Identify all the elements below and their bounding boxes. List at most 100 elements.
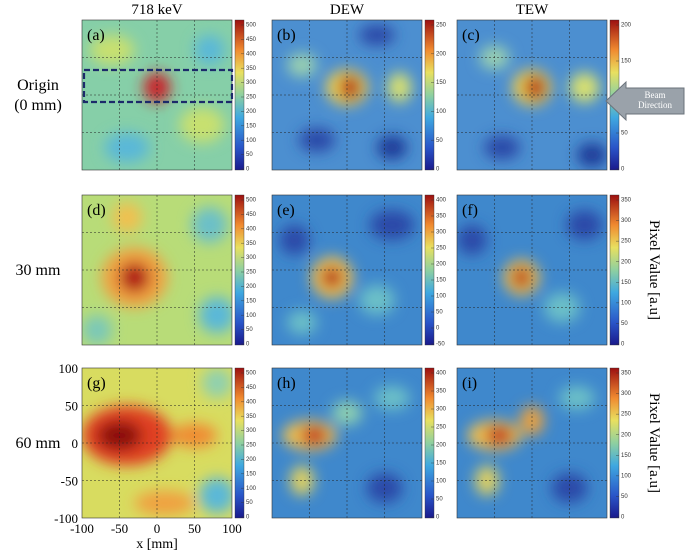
- blob: [457, 225, 487, 255]
- colorbar: [234, 367, 245, 519]
- panel: (f) 0 50 100 150 200 250 300 350: [456, 194, 632, 348]
- colorbar-tick-label: 150: [246, 471, 257, 477]
- colorbar-tick-label: 200: [246, 109, 257, 115]
- x-tick-label: -100: [70, 521, 94, 536]
- panel-label: (g): [87, 375, 106, 392]
- heatmap: [457, 195, 607, 345]
- panel: (e) -50 0 50 100 150 200 250 300 350 400: [271, 194, 447, 348]
- blob: [134, 491, 195, 515]
- colorbar-tick-label: 150: [621, 59, 632, 65]
- colorbar-tick-label: 0: [436, 167, 440, 173]
- colorbar-tick-label: 500: [246, 23, 257, 29]
- colorbar-tick-label: 50: [436, 138, 443, 144]
- colorbar: [234, 194, 245, 346]
- blob: [374, 386, 410, 410]
- colorbar-tick-label: 150: [436, 461, 447, 467]
- colorbar-tick-label: 350: [621, 198, 632, 204]
- colorbar-tick-label: 400: [436, 198, 447, 204]
- colorbar-tick-label: 200: [436, 51, 447, 57]
- colorbar-tick-label: 100: [621, 300, 632, 306]
- panel: (h) 0 50 100 150 200 250 300 350 400: [271, 367, 447, 521]
- x-tick-label: 0: [154, 521, 161, 536]
- side-label: Pixel Value [a.u]: [646, 220, 662, 320]
- heatmap-blobs: [457, 210, 603, 323]
- colorbar-tick-label: 300: [246, 255, 257, 261]
- frame: [456, 194, 608, 346]
- colorbar-tick-label: 0: [246, 515, 250, 521]
- panel: (i) 0 50 100 150 200 250 300 350: [456, 367, 632, 521]
- colorbar-tick-label: 0: [621, 342, 625, 348]
- y-tick-label: 100: [59, 361, 79, 376]
- colorbar-tick-label: 100: [621, 473, 632, 479]
- colorbar-tick-label: 50: [621, 321, 628, 327]
- colorbar-tick-label: 250: [246, 443, 257, 449]
- colorbar-tick-label: 450: [246, 37, 257, 43]
- colorbar: [234, 19, 245, 171]
- colorbar-tick-label: 150: [246, 298, 257, 304]
- colorbar-tick-label: 200: [621, 259, 632, 265]
- colorbar-tick-label: 400: [246, 51, 257, 57]
- blob: [112, 202, 142, 233]
- colorbar-tick-label: 200: [621, 23, 632, 29]
- frame: [271, 194, 423, 346]
- blob: [321, 267, 343, 288]
- heatmap-blobs: [82, 368, 232, 515]
- colorbar-tick-label: 400: [246, 226, 257, 232]
- row-label: 30 mm: [16, 262, 61, 279]
- blob: [359, 24, 395, 46]
- colorbar: [424, 194, 435, 346]
- blob: [524, 75, 546, 100]
- colorbar-tick-label: 250: [621, 239, 632, 245]
- colorbar-tick-label: 250: [436, 23, 447, 29]
- colorbar-tick-label: 300: [621, 218, 632, 224]
- frame: [81, 194, 233, 346]
- colorbar-tick-label: 100: [246, 138, 257, 144]
- colorbar-tick-label: 0: [436, 326, 440, 332]
- panel-label: (f): [462, 202, 478, 219]
- colorbar-tick-label: 0: [621, 167, 625, 173]
- colorbar-tick-label: 50: [436, 497, 443, 503]
- side-label: Pixel Value [a.u]: [646, 393, 662, 493]
- blob: [377, 135, 407, 160]
- colorbar-tick-label: 250: [436, 246, 447, 252]
- x-tick-label: 50: [188, 521, 201, 536]
- row-label: Origin: [17, 77, 59, 94]
- beam-label: Direction: [638, 100, 672, 110]
- panel-label: (a): [87, 27, 105, 44]
- blob: [287, 53, 317, 77]
- row-label: 60 mm: [16, 435, 61, 452]
- colorbar-tick-label: 50: [246, 500, 253, 506]
- column-header: DEW: [330, 2, 365, 18]
- frame: [271, 19, 423, 171]
- colorbar-tick-label: 200: [621, 432, 632, 438]
- colorbar-tick-label: 0: [621, 515, 625, 521]
- colorbar-tick-label: 200: [246, 284, 257, 290]
- panel: (b) 0 50 100 150 200 250: [271, 19, 447, 173]
- panel-label: (c): [462, 27, 480, 44]
- selection-box: [82, 68, 234, 104]
- x-tick-label: -50: [111, 521, 128, 536]
- panel-label: (d): [87, 202, 106, 219]
- colorbar-tick-label: 300: [246, 80, 257, 86]
- blob: [287, 310, 317, 335]
- colorbar-tick-label: 450: [246, 385, 257, 391]
- colorbar-tick-label: -50: [436, 342, 445, 348]
- heatmap: [457, 368, 607, 518]
- colorbar-tick-label: 350: [436, 214, 447, 220]
- heatmap-blobs: [287, 24, 412, 160]
- blob: [300, 426, 328, 445]
- colorbar-tick-label: 50: [621, 494, 628, 500]
- colorbar: [609, 367, 620, 519]
- colorbar-tick-label: 150: [621, 453, 632, 459]
- blob: [202, 368, 232, 398]
- blob: [484, 135, 520, 160]
- blob: [566, 210, 603, 240]
- colorbar-tick-label: 100: [246, 313, 257, 319]
- colorbar-tick-label: 200: [436, 443, 447, 449]
- panel-label: (i): [462, 375, 477, 392]
- blob: [577, 143, 607, 167]
- colorbar-tick-label: 150: [436, 278, 447, 284]
- panel: (d) 0 50 100 150 200 250 300 350 400 450 500: [81, 194, 257, 348]
